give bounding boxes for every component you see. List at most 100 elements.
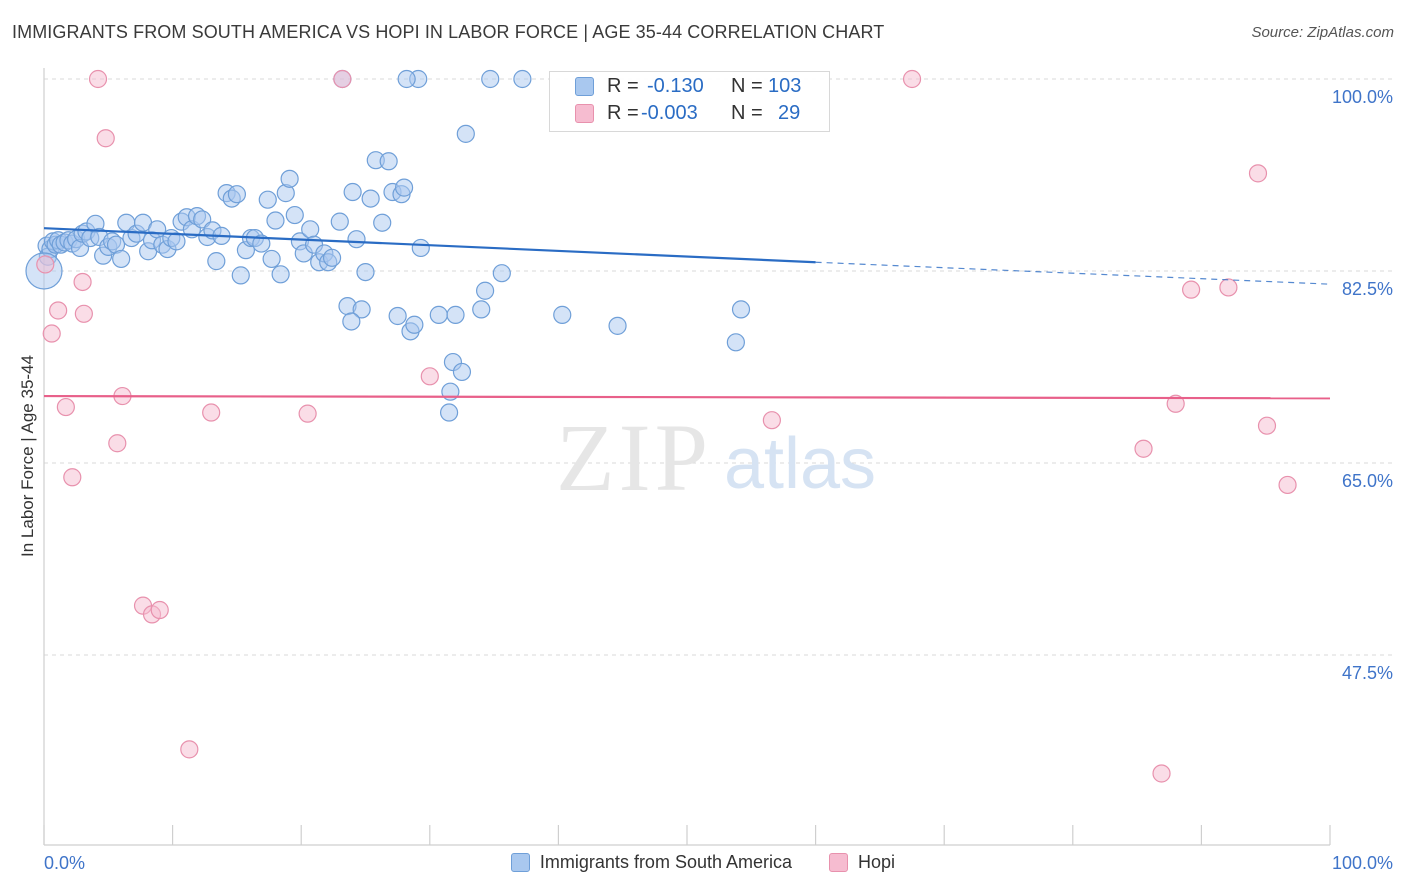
hopi-point-14	[180, 740, 199, 759]
immigrants-point-69	[352, 300, 371, 319]
immigrants-point-94	[472, 300, 491, 319]
immigrants-point-52	[266, 211, 285, 230]
axes	[43, 68, 1331, 846]
watermark-zip: ZIP	[556, 404, 712, 511]
immigrants-point-85	[397, 69, 416, 89]
tick-labels: 100.0% 82.5% 65.0% 47.5% 0.0% 100.0%	[44, 87, 1393, 873]
immigrants-trend-extension	[815, 261, 1331, 285]
hopi-point-25	[1248, 164, 1268, 183]
stat-r-value-1: -0.130	[647, 75, 704, 97]
legend-swatch-pink	[829, 853, 849, 872]
immigrants-point-96	[475, 281, 495, 300]
immigrants-point-65	[330, 212, 349, 231]
immigrants-point-53	[271, 265, 290, 284]
stat-swatch-pink	[575, 104, 594, 123]
watermark: ZIP atlas	[556, 404, 876, 511]
immigrants-trend-line	[43, 227, 816, 264]
hopi-trend-line	[43, 394, 1331, 400]
y-tick-label-1: 82.5%	[1342, 279, 1393, 299]
hopi-point-8	[88, 69, 108, 89]
hopi-point-15	[202, 403, 221, 422]
immigrants-point-40	[207, 252, 226, 271]
hopi-point-26	[1257, 416, 1277, 435]
immigrants-point-50	[258, 190, 277, 209]
hopi-point-2	[49, 301, 68, 320]
immigrants-point-21	[112, 249, 131, 269]
hopi-point-21	[1134, 439, 1153, 458]
chart-title: IMMIGRANTS FROM SOUTH AMERICA VS HOPI IN…	[12, 22, 885, 42]
stat-r-value-2: -0.003	[641, 102, 698, 124]
stat-n-label-2: N =	[731, 102, 763, 124]
immigrants-point-82	[411, 238, 430, 258]
immigrants-point-98	[553, 305, 572, 324]
watermark-atlas: atlas	[724, 424, 876, 504]
stats-legend: R = -0.130 N = 103 R = -0.003 N = 29	[549, 71, 830, 132]
immigrants-point-45	[231, 266, 250, 285]
legend-label-hopi: Hopi	[858, 852, 896, 872]
immigrants-point-87	[513, 69, 532, 89]
trend-lines	[43, 227, 1331, 400]
hopi-point-13	[150, 600, 169, 620]
hopi-point-6	[74, 304, 93, 323]
hopi-point-20	[902, 69, 922, 89]
source-label: Source: ZipAtlas.com	[1251, 24, 1394, 41]
hopi-point-5	[73, 272, 92, 292]
stat-n-label-1: N =	[731, 75, 763, 97]
immigrants-point-91	[439, 403, 459, 422]
x-tick-label-1: 100.0%	[1332, 853, 1393, 873]
immigrants-point-97	[456, 124, 475, 143]
legend-label-immigrants: Immigrants from South America	[539, 852, 793, 872]
y-tick-label-2: 65.0%	[1342, 471, 1393, 491]
y-tick-label-3: 47.5%	[1342, 663, 1393, 683]
immigrants-point-101	[731, 300, 751, 319]
hopi-point-27	[1278, 475, 1297, 495]
y-axis-label: In Labor Force | Age 35-44	[18, 355, 37, 557]
immigrants-point-59	[301, 220, 320, 239]
immigrants-point-90	[446, 305, 465, 324]
hopi-point-28	[1152, 764, 1171, 783]
hopi-point-22	[1166, 394, 1185, 413]
immigrants-point-56	[285, 205, 304, 225]
immigrants-point-95	[492, 264, 511, 283]
immigrants-point-71	[356, 262, 375, 282]
immigrants-point-100	[726, 333, 745, 352]
immigrants-point-64	[322, 248, 342, 267]
grid-lines	[44, 78, 1392, 656]
hopi-point-3	[56, 397, 75, 417]
immigrants-point-99	[608, 316, 627, 335]
y-tick-label-0: 100.0%	[1332, 87, 1393, 107]
hopi-point-18	[420, 367, 439, 386]
immigrants-point-88	[429, 305, 448, 324]
hopi-point-16	[298, 404, 317, 423]
hopi-point-1	[42, 324, 61, 343]
immigrants-point-79	[394, 178, 414, 197]
immigrants-point-32	[167, 232, 186, 251]
hopi-point-23	[1182, 280, 1201, 299]
bottom-legend: Immigrants from South America Hopi	[0, 852, 1406, 877]
legend-item-immigrants[interactable]: Immigrants from South America	[510, 852, 793, 873]
hopi-point-9	[108, 434, 127, 453]
immigrants-point-72	[361, 189, 380, 208]
hopi-point-24	[1219, 278, 1238, 297]
immigrants-point-68	[347, 230, 366, 249]
immigrants-point-67	[343, 182, 362, 202]
series-immigrants-points	[25, 69, 751, 422]
stat-n-value-1: 103	[768, 75, 802, 97]
immigrants-point-77	[388, 306, 407, 326]
legend-item-hopi[interactable]: Hopi	[829, 852, 895, 873]
immigrants-point-70	[342, 312, 361, 331]
hopi-point-17	[333, 69, 352, 89]
immigrants-point-86	[481, 69, 500, 89]
x-tick-label-0: 0.0%	[44, 853, 85, 873]
stat-r-label-1: R =	[607, 75, 639, 97]
immigrants-point-44	[227, 185, 246, 204]
stat-r-label-2: R =	[607, 102, 639, 124]
immigrants-point-74	[373, 213, 392, 232]
stat-swatch-blue	[575, 77, 594, 96]
immigrants-point-81	[405, 315, 424, 334]
hopi-point-19	[762, 411, 781, 430]
hopi-point-7	[96, 129, 115, 148]
stat-n-value-2: 29	[778, 102, 801, 124]
hopi-point-0	[36, 255, 55, 274]
